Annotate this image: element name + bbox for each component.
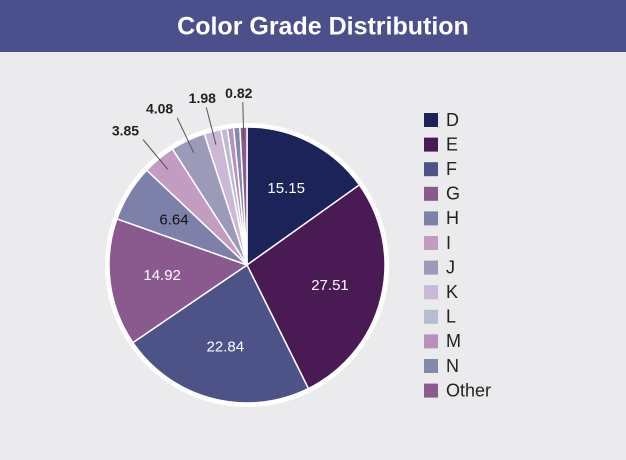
legend-swatch <box>424 211 438 226</box>
data-label: 6.64 <box>159 211 188 228</box>
data-label: 0.82 <box>225 85 252 101</box>
legend-label: G <box>446 184 460 204</box>
legend-swatch <box>424 113 438 127</box>
legend-swatch <box>424 359 438 373</box>
leader-line <box>142 139 169 170</box>
legend-swatch <box>424 236 438 250</box>
data-label: 27.51 <box>311 277 349 294</box>
legend-swatch <box>424 186 438 201</box>
legend-swatch <box>424 334 438 349</box>
chart-title: Color Grade Distribution <box>177 13 469 41</box>
data-label: 22.84 <box>207 339 245 356</box>
legend-swatch <box>424 285 438 300</box>
leader-line <box>242 102 245 141</box>
legend-swatch <box>424 162 438 177</box>
leader-line <box>176 117 195 154</box>
data-label: 3.85 <box>112 122 139 138</box>
legend-swatch <box>424 309 438 324</box>
legend-label: L <box>446 307 456 327</box>
legend-label: Other <box>446 380 491 400</box>
data-label: 4.08 <box>146 101 173 117</box>
legend-label: D <box>446 110 459 130</box>
legend-label: M <box>446 331 461 351</box>
legend-swatch <box>424 383 438 398</box>
pie-slice <box>246 183 386 390</box>
legend-label: H <box>446 208 459 228</box>
legend-label: F <box>446 159 457 179</box>
data-label: 14.92 <box>143 267 181 284</box>
legend-label: I <box>446 233 451 253</box>
pie-slice <box>246 126 361 267</box>
pie-slice <box>131 263 310 404</box>
legend-label: E <box>446 134 458 154</box>
pie-slice <box>108 217 249 344</box>
data-label: 1.98 <box>189 90 216 106</box>
legend-label: J <box>446 257 455 277</box>
header-bar <box>0 0 626 52</box>
legend-swatch <box>424 137 438 152</box>
legend-swatch <box>424 260 438 275</box>
legend-label: N <box>446 356 459 376</box>
leader-line <box>205 107 217 145</box>
legend-label: K <box>446 282 458 302</box>
data-label: 15.15 <box>267 180 305 197</box>
